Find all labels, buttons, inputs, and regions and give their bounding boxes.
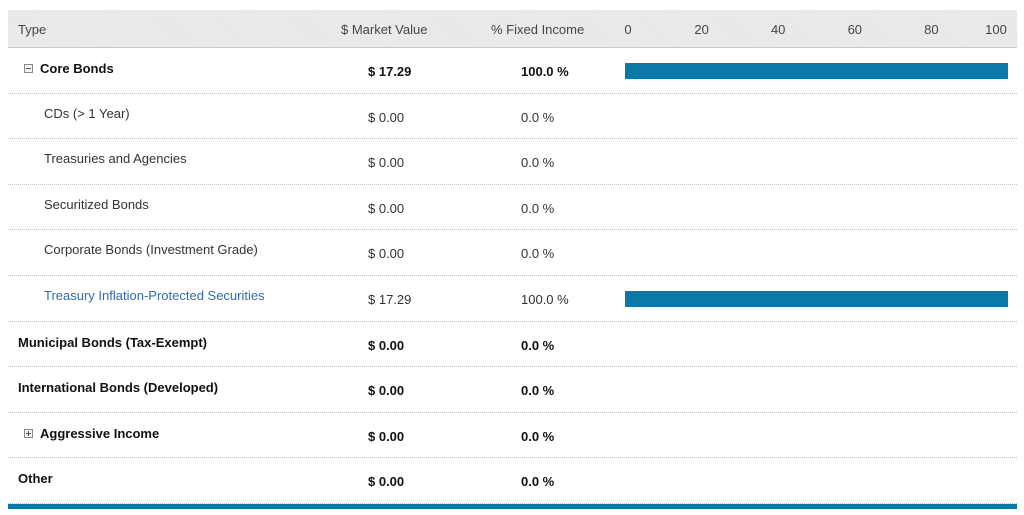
row-market-value: $ 0.00	[368, 246, 405, 262]
row-type-cell: Other	[18, 471, 53, 486]
row-market-value: $ 0.00	[368, 200, 405, 216]
fixed-income-bar	[625, 63, 1008, 79]
axis-tick-label: 100	[985, 22, 1007, 37]
axis-tick-label: 80	[924, 22, 939, 37]
table-row: Treasuries and Agencies $ 0.00 0.0 %	[8, 139, 1017, 185]
row-fixed-income: 0.0 %	[521, 246, 555, 262]
row-type-cell: CDs (> 1 Year)	[44, 106, 130, 121]
row-fixed-income: 0.0 %	[521, 337, 555, 353]
row-fixed-income: 0.0 %	[521, 428, 555, 444]
header-type[interactable]: Type	[18, 22, 47, 37]
axis-tick-label: 60	[847, 22, 863, 37]
fixed-income-bar	[625, 290, 1008, 307]
row-market-value: $ 0.00	[368, 428, 405, 444]
table-row: Treasury Inflation-Protected Securities $…	[8, 276, 1017, 322]
row-type-cell: Securitized Bonds	[44, 197, 149, 212]
row-bar-area	[625, 276, 1008, 321]
table-row: Municipal Bonds (Tax-Exempt) $ 0.00 0.0 %	[8, 322, 1017, 368]
table-row: Other $ 0.00 0.0 %	[8, 458, 1017, 504]
row-type-cell: Treasuries and Agencies	[44, 151, 187, 166]
row-bar-area	[625, 458, 1008, 503]
header-market-value[interactable]: $ Market Value	[341, 22, 428, 37]
row-type-label: Corporate Bonds (Investment Grade)	[44, 242, 258, 258]
table-row: International Bonds (Developed) $ 0.00 0.0…	[8, 367, 1017, 413]
row-type-cell[interactable]: Treasury Inflation-Protected Securities	[44, 288, 265, 303]
table-row: Aggressive Income $ 0.00 0.0 %	[8, 413, 1017, 459]
row-type-link[interactable]: Treasury Inflation-Protected Securities	[44, 287, 265, 303]
row-bar-area	[625, 94, 1008, 139]
axis-tick-label: 40	[770, 22, 786, 37]
table-row: Core Bonds $ 17.29 100.0 %	[8, 48, 1017, 94]
table-row: Securitized Bonds $ 0.00 0.0 %	[8, 185, 1017, 231]
row-type-label: Other	[18, 471, 53, 487]
collapse-icon[interactable]	[24, 64, 33, 74]
axis-tick-label: 20	[694, 22, 709, 37]
row-bar-area	[625, 322, 1008, 367]
row-type-cell: International Bonds (Developed)	[18, 380, 218, 395]
row-market-value: $ 0.00	[368, 109, 405, 125]
row-bar-area	[625, 48, 1008, 93]
row-market-value: $ 0.00	[368, 155, 405, 171]
footer-rule	[8, 504, 1017, 509]
table-row: Corporate Bonds (Investment Grade) $ 0.00…	[8, 230, 1017, 276]
row-type-label: Core Bonds	[40, 61, 114, 76]
row-fixed-income: 100.0 %	[521, 291, 569, 307]
row-market-value: $ 0.00	[368, 337, 405, 353]
row-market-value: $ 0.00	[368, 383, 405, 399]
row-type-cell: Core Bonds	[18, 61, 114, 76]
row-type-label: Municipal Bonds (Tax-Exempt)	[18, 334, 207, 350]
axis-ticks: 0 20 40 60 80 100	[624, 10, 1008, 47]
row-type-cell: Corporate Bonds (Investment Grade)	[44, 242, 258, 257]
table-header: Type $ Market Value % Fixed Income 0 20 40…	[8, 10, 1017, 48]
row-fixed-income: 100.0 %	[521, 64, 569, 79]
row-type-label: Securitized Bonds	[44, 196, 149, 212]
row-market-value: $ 17.29	[368, 64, 412, 79]
row-type-label: International Bonds (Developed)	[18, 380, 219, 396]
row-type-label: Aggressive Income	[40, 425, 160, 441]
row-type-cell: Aggressive Income	[18, 426, 159, 441]
row-type-label: Treasuries and Agencies	[44, 151, 187, 167]
row-bar-area	[625, 230, 1008, 275]
row-market-value: $ 0.00	[368, 474, 405, 490]
table-body: Core Bonds $ 17.29 100.0 % CDs (> 1 Year) $ …	[8, 48, 1017, 504]
row-bar-area	[625, 139, 1008, 184]
row-fixed-income: 0.0 %	[521, 200, 555, 216]
row-bar-area	[625, 185, 1008, 230]
expand-icon[interactable]	[24, 428, 33, 438]
row-fixed-income: 0.0 %	[521, 109, 555, 125]
row-fixed-income: 0.0 %	[521, 155, 555, 171]
row-fixed-income: 0.0 %	[521, 383, 555, 399]
axis-tick-label: 0	[624, 22, 632, 37]
row-type-label: CDs (> 1 Year)	[44, 105, 130, 121]
row-fixed-income: 0.0 %	[521, 474, 555, 490]
row-type-cell: Municipal Bonds (Tax-Exempt)	[18, 335, 207, 350]
header-fixed-income[interactable]: % Fixed Income	[491, 22, 585, 37]
row-bar-area	[625, 413, 1008, 458]
fixed-income-table: Type $ Market Value % Fixed Income 0 20 40…	[8, 10, 1017, 504]
row-market-value: $ 17.29	[368, 291, 412, 307]
table-row: CDs (> 1 Year) $ 0.00 0.0 %	[8, 94, 1017, 140]
row-bar-area	[625, 367, 1008, 412]
